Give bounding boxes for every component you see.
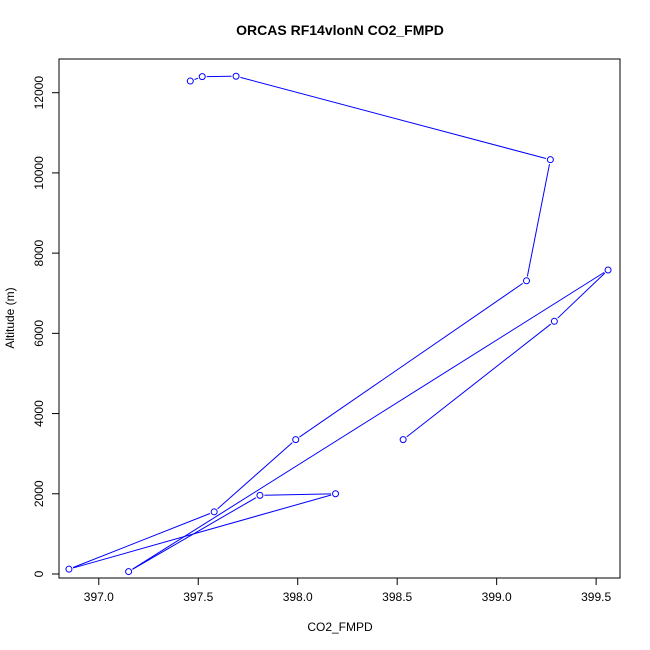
- series-segment: [299, 282, 524, 438]
- plot-area-frame: [58, 58, 621, 579]
- data-point: [256, 491, 264, 499]
- y-tick-label: 8000: [32, 239, 46, 266]
- y-tick-label: 4000: [32, 400, 46, 427]
- x-tick-label: 397.5: [183, 590, 213, 604]
- y-tick-label: 2000: [32, 480, 46, 507]
- chart-title: ORCAS RF14vlonN CO2_FMPD: [236, 22, 444, 38]
- y-axis-label: Altitude (m): [3, 287, 17, 348]
- data-point: [198, 73, 206, 81]
- x-tick-label: 399.5: [581, 590, 611, 604]
- data-point: [550, 317, 558, 325]
- data-point: [125, 568, 133, 576]
- series-segment: [72, 513, 211, 568]
- y-tick-label: 10000: [32, 156, 46, 190]
- data-point: [65, 565, 73, 573]
- data-point: [292, 436, 300, 444]
- series-segment: [194, 77, 199, 80]
- data-series: [65, 72, 612, 576]
- x-tick-label: 399.0: [482, 590, 512, 604]
- y-tick-label: 12000: [32, 76, 46, 110]
- data-point: [546, 156, 554, 164]
- series-segment: [264, 493, 332, 496]
- data-point: [186, 77, 194, 85]
- x-tick-label: 398.5: [382, 590, 412, 604]
- y-tick-label: 0: [32, 570, 46, 577]
- y-tick-label: 6000: [32, 320, 46, 347]
- series-segment: [526, 163, 550, 277]
- series-segment: [557, 272, 606, 319]
- x-axis: 397.0 397.5 398.0 398.5 399.0 399.5: [84, 577, 611, 604]
- data-point: [332, 490, 340, 498]
- x-tick-label: 398.0: [283, 590, 313, 604]
- data-point: [210, 508, 218, 516]
- data-point: [523, 277, 530, 285]
- x-axis-label: CO2_FMPD: [307, 620, 373, 634]
- x-tick-label: 397.0: [84, 590, 114, 604]
- series-segment: [132, 271, 605, 570]
- series-segment: [240, 76, 547, 160]
- data-point: [604, 266, 612, 274]
- data-point: [399, 436, 407, 444]
- data-point: [232, 72, 240, 80]
- y-axis: 0 2000 4000 6000 8000 10000 12000: [32, 76, 60, 577]
- series-segment: [217, 442, 293, 510]
- series-segment: [132, 497, 257, 570]
- series-segment: [73, 494, 332, 569]
- series-segment: [406, 323, 552, 438]
